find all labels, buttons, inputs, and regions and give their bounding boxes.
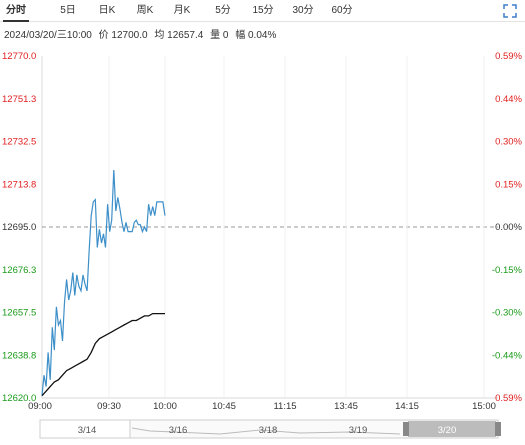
x-tick-label: 09:00 bbox=[28, 401, 52, 412]
pct-tick-label: 0.44% bbox=[495, 94, 522, 105]
navigator-sparkline bbox=[131, 427, 401, 435]
y-tick-label: 12732.5 bbox=[2, 137, 36, 148]
x-tick-label: 10:45 bbox=[212, 401, 236, 412]
y-tick-label: 12657.5 bbox=[2, 308, 36, 319]
x-tick-label: 13:45 bbox=[334, 401, 358, 412]
tab-weekly-k[interactable]: 周K bbox=[136, 5, 154, 16]
x-tick-label: 14:15 bbox=[395, 401, 419, 412]
y-tick-label: 12695.0 bbox=[2, 222, 36, 233]
y-tick-label: 12676.3 bbox=[2, 265, 36, 276]
y-tick-label: 12620.0 bbox=[2, 393, 36, 404]
tab-monthly-k[interactable]: 月K bbox=[173, 5, 191, 16]
pct-tick-label: -0.30% bbox=[492, 308, 523, 319]
pct-tick-label: 0.15% bbox=[495, 179, 522, 190]
x-tick-label: 09:30 bbox=[97, 401, 121, 412]
info-change: 幅 0.04% bbox=[235, 30, 277, 41]
tab-5min[interactable]: 5分 bbox=[215, 5, 231, 16]
navigator-handle-left bbox=[403, 422, 409, 436]
navigator-label: 3/20 bbox=[438, 425, 457, 436]
info-average: 均 12657.4 bbox=[154, 30, 204, 41]
y-tick-label: 12770.0 bbox=[2, 51, 36, 62]
navigator-selection bbox=[408, 421, 496, 437]
pct-tick-label: -0.15% bbox=[492, 265, 523, 276]
info-datetime: 2024/03/20/三10:00 bbox=[4, 30, 92, 41]
pct-tick-label: 0.00% bbox=[495, 222, 522, 233]
pct-tick-label: 0.59% bbox=[495, 393, 522, 404]
y-tick-label: 12751.3 bbox=[2, 94, 36, 105]
x-tick-label: 10:00 bbox=[153, 401, 177, 412]
tab-60min[interactable]: 60分 bbox=[331, 5, 353, 16]
price-info-bar: 2024/03/20/三10:00 价 12700.0 均 12657.4 量 … bbox=[4, 26, 280, 41]
info-price: 价 12700.0 bbox=[98, 30, 148, 41]
x-tick-label: 11:15 bbox=[273, 401, 296, 412]
price-line bbox=[41, 169, 166, 396]
tab-daily-k[interactable]: 日K bbox=[98, 5, 116, 16]
pct-tick-label: 0.59% bbox=[495, 51, 522, 62]
y-tick-label: 12713.8 bbox=[2, 179, 36, 190]
navigator-label: 3/19 bbox=[349, 425, 368, 436]
info-volume: 量 0 bbox=[210, 30, 229, 41]
navigator-label: 3/14 bbox=[78, 425, 97, 436]
tab-15min[interactable]: 15分 bbox=[252, 5, 274, 16]
navigator-label: 3/18 bbox=[259, 425, 278, 436]
pct-tick-label: 0.30% bbox=[495, 137, 522, 148]
tab-30min[interactable]: 30分 bbox=[292, 5, 314, 16]
navigator-left-region bbox=[39, 419, 131, 439]
tab-intraday[interactable]: 分时 bbox=[3, 0, 29, 22]
x-tick-label: 15:00 bbox=[472, 401, 496, 412]
average-line bbox=[41, 312, 165, 397]
navigator-handle-right bbox=[495, 422, 501, 436]
tab-5day[interactable]: 5日 bbox=[60, 5, 76, 16]
pct-tick-label: -0.44% bbox=[492, 350, 523, 361]
timeframe-tabs: 分时 5日 日K 周K 月K 5分 15分 30分 60分 bbox=[0, 0, 525, 22]
fullscreen-icon[interactable] bbox=[503, 4, 517, 18]
navigator-label: 3/16 bbox=[169, 425, 188, 436]
y-tick-label: 12638.8 bbox=[2, 350, 36, 361]
